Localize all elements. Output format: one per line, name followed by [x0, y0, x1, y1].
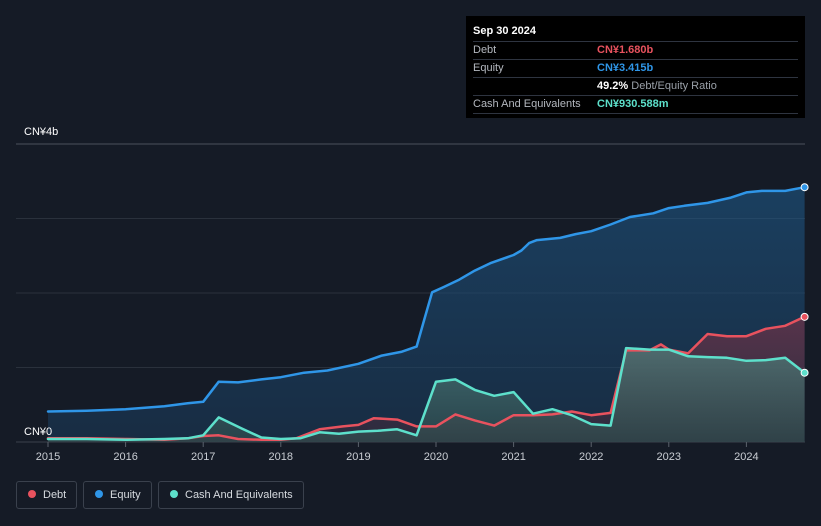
y-tick-label-zero: CN¥0: [24, 426, 52, 438]
tooltip-equity-value: CN¥3.415b: [597, 62, 654, 74]
legend-dot-debt: [28, 490, 36, 498]
tooltip-ratio-value: 49.2%: [597, 80, 629, 92]
tooltip-ratio-label: Debt/Equity Ratio: [631, 80, 717, 92]
x-tick-label-2020: 2020: [424, 451, 448, 463]
tooltip-row-debt: Debt CN¥1.680b: [473, 41, 798, 59]
legend-dot-cash: [170, 490, 178, 498]
line-equity: [46, 185, 806, 413]
x-tick-label-2023: 2023: [657, 451, 681, 463]
tooltip-debt-value: CN¥1.680b: [597, 44, 654, 56]
legend-item-equity[interactable]: Equity: [83, 481, 152, 509]
line-debt: [46, 315, 806, 442]
end-marker-debt: [800, 312, 809, 321]
tooltip-row-cash: Cash And Equivalents CN¥930.588m: [473, 95, 798, 114]
x-tick-label-2017: 2017: [191, 451, 215, 463]
tooltip-row-equity: Equity CN¥3.415b: [473, 59, 798, 77]
x-axis: 2015 2016 2017 2018 2019 2020 2021 2022 2023 2024: [36, 442, 759, 463]
legend-label-cash: Cash And Equivalents: [185, 489, 293, 501]
tooltip-equity-label: Equity: [473, 62, 504, 74]
x-tick-label-2019: 2019: [346, 451, 370, 463]
legend-dot-equity: [95, 490, 103, 498]
tooltip-date: Sep 30 2024: [473, 25, 536, 37]
tooltip-cash-label: Cash And Equivalents: [473, 98, 581, 110]
legend-item-debt[interactable]: Debt: [16, 481, 77, 509]
tooltip-cash-value: CN¥930.588m: [597, 98, 669, 110]
x-tick-label-2021: 2021: [501, 451, 525, 463]
tooltip-panel: Sep 30 2024 Debt CN¥1.680b Equity CN¥3.4…: [466, 16, 805, 118]
series-end-markers: [800, 183, 809, 377]
y-tick-label-top: CN¥4b: [24, 126, 58, 138]
line-cash-and-equivalents: [46, 346, 806, 442]
x-tick-label-2018: 2018: [269, 451, 293, 463]
x-tick-label-2022: 2022: [579, 451, 603, 463]
x-tick-label-2024: 2024: [734, 451, 758, 463]
tooltip-ratio-wrap: 49.2% Debt/Equity Ratio: [597, 78, 717, 95]
area-cash-and-equivalents: [48, 348, 805, 442]
legend-item-cash[interactable]: Cash And Equivalents: [158, 481, 304, 509]
legend-label-debt: Debt: [43, 489, 67, 501]
x-tick-label-2016: 2016: [113, 451, 137, 463]
end-marker-equity: [800, 183, 809, 192]
x-tick-label-2015: 2015: [36, 451, 60, 463]
series-lines: [46, 185, 806, 442]
legend-label-equity: Equity: [110, 489, 141, 501]
end-marker-cash-and-equivalents: [800, 368, 809, 377]
tooltip-row-ratio: 49.2% Debt/Equity Ratio: [473, 77, 798, 95]
tooltip-debt-label: Debt: [473, 44, 497, 56]
